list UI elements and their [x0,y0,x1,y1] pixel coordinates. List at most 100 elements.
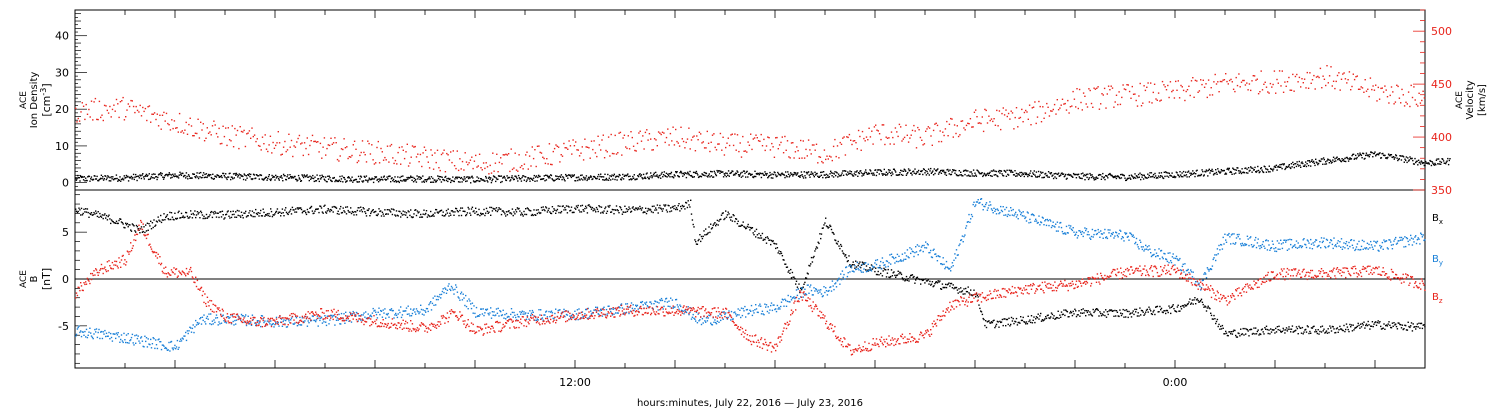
density-point [352,181,354,183]
bx-point [1183,306,1185,308]
velocity-point [1125,88,1127,91]
by-point [146,346,149,348]
bx-point [451,210,454,212]
density-point [221,176,223,179]
density-point [157,174,160,176]
velocity-point [184,129,186,131]
bx-point [349,211,351,213]
bx-point [528,209,530,211]
bx-point [535,209,538,211]
velocity-point [121,100,123,102]
velocity-point [1121,96,1123,99]
bx-point [202,217,204,220]
bx-point [231,213,234,216]
bx-point [533,209,535,211]
density-point [665,175,667,178]
density-point [1300,162,1303,164]
bx-point [494,208,496,210]
density-point [876,171,878,173]
density-point [137,175,139,177]
density-point [84,180,86,182]
velocity-point [834,138,836,141]
velocity-point [644,131,647,134]
density-point [207,175,209,177]
bx-point [860,266,862,269]
density-point [940,169,942,172]
bx-point [346,206,349,208]
velocity-point [796,146,798,148]
bx-point [329,210,331,213]
density-point [1192,170,1194,172]
velocity-point [484,167,486,170]
density-point [793,171,795,174]
bx-point [1349,323,1351,326]
bx-point [1355,327,1357,329]
bx-point [515,209,517,211]
bx-point [1235,334,1237,337]
density-point [179,171,181,173]
density-point [719,172,721,174]
bx-point [1255,333,1258,335]
bx-point [682,206,684,208]
bx-point [570,206,573,208]
density-point [535,175,538,177]
bx-point [689,206,691,208]
bx-point [950,282,953,285]
velocity-point [1119,103,1122,106]
velocity-point [307,153,310,156]
bx-point [1130,312,1132,314]
bx-point [704,234,706,236]
bx-point [741,224,744,227]
velocity-point [703,147,706,149]
bx-point [1170,312,1172,315]
velocity-point [1123,88,1126,90]
velocity-point [486,166,489,168]
density-point [1225,173,1228,175]
density-point [138,177,140,179]
velocity-point [259,145,261,147]
bx-point [629,208,631,210]
density-point [445,175,447,178]
density-point [1017,173,1019,175]
density-point [912,170,915,172]
density-point [367,179,370,181]
density-point [1085,174,1087,177]
bx-point [105,217,107,219]
bx-point [522,215,524,217]
bx-point [1209,307,1211,310]
bx-point [315,208,318,210]
density-point [170,177,172,179]
velocity-point [1046,102,1048,105]
bx-point [626,210,629,213]
velocity-point [421,165,423,168]
velocity-point [510,148,512,150]
density-point [763,174,765,176]
bx-point [133,225,135,227]
density-point [804,175,806,177]
bx-point [1054,318,1056,320]
velocity-point [610,133,612,136]
by-point [244,315,246,318]
bx-point [955,286,958,289]
bx-point [1304,329,1306,331]
bx-point [991,321,994,324]
velocity-point [526,151,528,153]
velocity-point [697,139,699,141]
by-point [138,340,140,342]
density-point [1432,163,1435,165]
velocity-point [294,146,297,148]
bx-point [103,214,105,216]
bx-point [656,204,659,206]
density-point [1028,174,1030,177]
velocity-point [755,134,757,136]
density-point [1403,161,1405,163]
bx-point [1267,332,1269,335]
velocity-point [869,136,872,138]
density-point [419,178,421,180]
bx-point [430,210,432,213]
density-point [1142,178,1145,180]
bx-point [648,209,650,211]
density-point [1206,170,1208,172]
velocity-point [347,157,349,160]
bx-point [947,283,949,285]
